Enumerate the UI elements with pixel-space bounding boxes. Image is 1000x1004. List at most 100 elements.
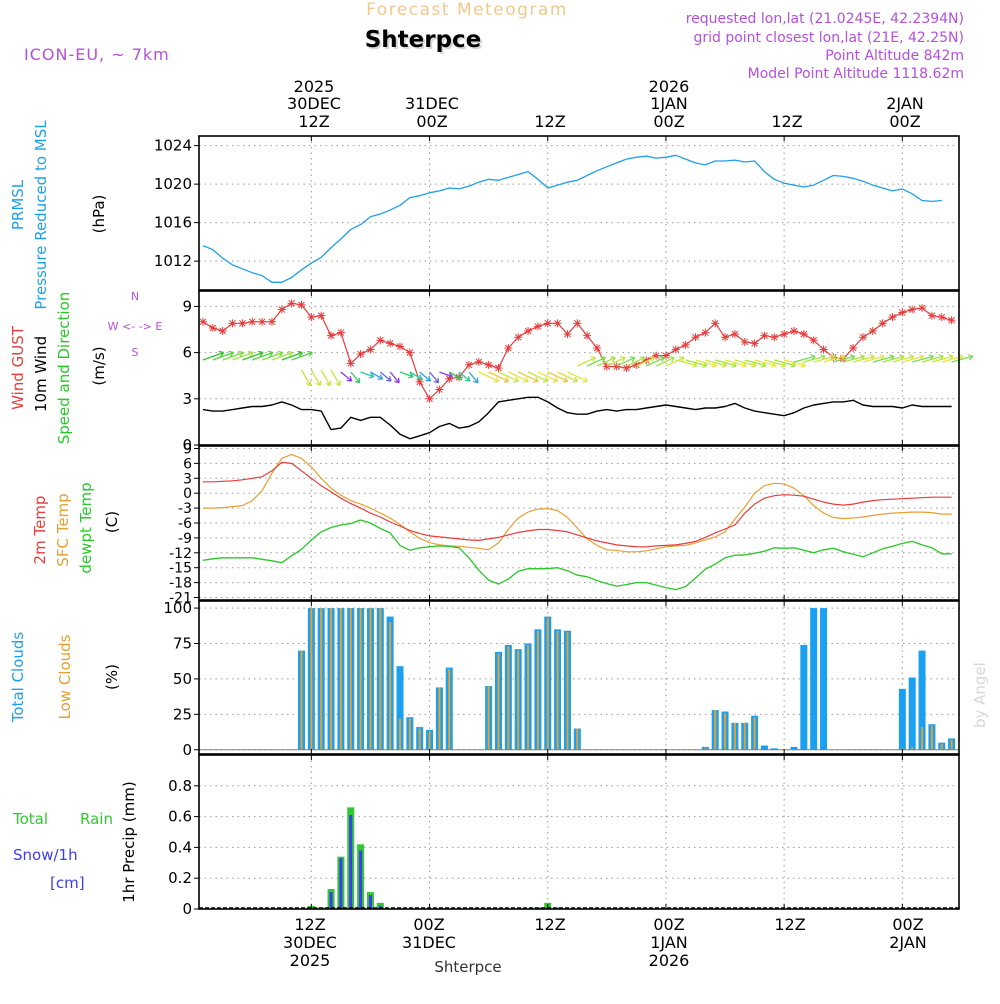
gust-marker	[405, 348, 414, 357]
pressure-labels: PRMSL Pressure Reduced to MSL (hPa)	[9, 120, 108, 310]
top-tick-label: 2JAN	[886, 94, 924, 113]
wind-arrow-head	[619, 356, 626, 363]
gust-marker	[661, 351, 670, 360]
top-tick-label: 00Z	[416, 112, 447, 131]
gust-marker	[218, 327, 227, 336]
gust-marker	[898, 308, 907, 317]
gust-marker	[927, 311, 936, 320]
wind-arrow	[744, 359, 767, 367]
bottom-tick-label: 2025	[290, 951, 331, 970]
bottom-tick-label: 1JAN	[650, 933, 688, 952]
wind-arrow	[626, 356, 645, 367]
wind-arrow	[498, 371, 519, 382]
gust-marker	[721, 333, 730, 342]
wind-arrow	[537, 371, 559, 382]
low-cloud-bar	[438, 687, 441, 750]
temp-labels: 2m Temp SFC Temp dewpt Temp (C)	[31, 482, 121, 573]
temp-label-dewpt: dewpt Temp	[77, 482, 95, 573]
wind-arrow-head	[649, 356, 656, 363]
wind-arrow	[902, 355, 924, 363]
total-cloud-bar	[770, 748, 778, 750]
y-tick-label: 0.2	[168, 869, 192, 887]
gust-marker	[248, 317, 257, 326]
wind-arrow	[655, 356, 675, 367]
wind-arrow-head	[503, 376, 510, 383]
gust-marker	[681, 340, 690, 349]
wind-arrow	[458, 371, 471, 382]
wind-arrow-head	[629, 356, 636, 363]
wind-arrow	[665, 356, 685, 367]
wind-arrow	[567, 371, 588, 382]
temp-label-2m: 2m Temp	[31, 496, 49, 565]
wind-arrow	[764, 359, 786, 367]
gust-marker	[208, 323, 217, 332]
model-altitude: Model Point Altitude 1118.62m	[748, 66, 964, 82]
low-cloud-bar	[320, 608, 323, 750]
model-label: ICON-EU, ~ 7km	[24, 45, 170, 64]
wind-arrow	[783, 359, 806, 367]
low-cloud-bar	[556, 630, 559, 750]
low-cloud-bar	[408, 718, 411, 750]
snow-bar	[349, 815, 353, 909]
total-cloud-bar	[760, 745, 768, 750]
low-cloud-bar	[487, 686, 490, 750]
wind-arrow	[675, 359, 698, 367]
wind-label-10m: 10m Wind	[32, 336, 50, 412]
y-tick-label: 75	[173, 635, 192, 653]
wind-arrow-head	[258, 350, 264, 357]
gust-marker	[799, 330, 808, 339]
compass-s: S	[132, 346, 139, 359]
wind-arrow-head	[307, 350, 313, 357]
wind-arrow	[281, 351, 303, 361]
wind-arrow-head	[297, 350, 303, 357]
gust-marker	[425, 394, 434, 403]
wind-arrow	[508, 371, 529, 382]
gust-marker	[563, 330, 572, 339]
wind-arrow-head	[218, 350, 225, 357]
wind-arrow	[320, 369, 331, 386]
top-tick-label: 12Z	[771, 112, 802, 131]
y-tick-label: -21	[169, 591, 192, 607]
wind-arrow	[379, 371, 392, 382]
wind-arrow	[291, 351, 313, 361]
y-tick-label: 6	[182, 344, 192, 362]
low-cloud-bar	[448, 669, 451, 750]
gust-marker	[573, 319, 582, 328]
low-cloud-bar	[349, 608, 352, 750]
low-cloud-bar	[724, 712, 727, 750]
wind-arrow	[813, 355, 836, 363]
y-tick-label: -6	[178, 516, 192, 532]
wind-arrow	[429, 371, 440, 384]
wind-arrow-head	[385, 376, 392, 382]
gust-marker	[327, 331, 336, 340]
gust-marker	[336, 328, 345, 337]
low-cloud-bar	[921, 727, 924, 750]
top-time-axis: 2025 30DEC 12Z 31DEC 00Z 12Z 2026 1JAN 0…	[287, 77, 924, 131]
wind-10m-line	[202, 396, 952, 440]
wind-arrow	[300, 369, 312, 386]
gust-marker	[908, 305, 917, 314]
gust-marker	[760, 331, 769, 340]
y-tick-label: -12	[169, 546, 192, 562]
wind-arrow	[645, 356, 665, 367]
gust-marker	[543, 319, 552, 328]
low-cloud-bar	[753, 717, 756, 750]
low-cloud-bar	[536, 630, 539, 750]
frames-layer: 10121016102010240369-21-18-15-12-9-6-303…	[154, 135, 960, 918]
gust-marker	[376, 336, 385, 345]
wind-arrow-head	[493, 376, 500, 383]
wind-arrow	[912, 355, 934, 363]
wind-arrow-head	[572, 376, 579, 383]
y-tick-label: 0.8	[168, 777, 192, 795]
low-cloud-bar	[566, 632, 569, 750]
wind-arrow	[557, 371, 578, 382]
snow-bar	[329, 892, 333, 909]
gust-marker	[750, 339, 759, 348]
gust-marker	[238, 319, 247, 328]
wind-label-speed: Speed and Direction	[55, 292, 73, 445]
wind-arrow	[616, 356, 636, 367]
wind-arrow	[823, 355, 845, 363]
low-cloud-bar	[428, 731, 431, 750]
bottom-tick-label: 00Z	[413, 915, 444, 934]
